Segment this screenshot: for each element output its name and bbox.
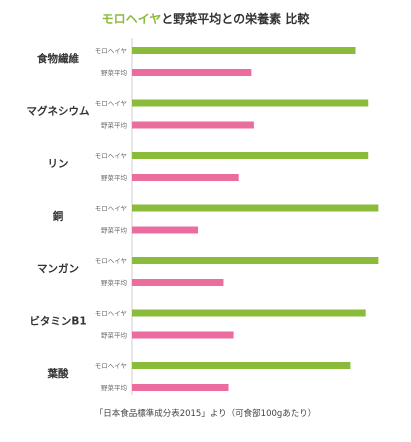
series-label: モロヘイヤ [95, 152, 127, 160]
bar [132, 152, 369, 159]
chart-title: モロヘイヤと野菜平均との栄養素 比較 [0, 10, 411, 27]
category-label: ビタミンB1 [29, 315, 86, 328]
category-label: マグネシウム [27, 105, 90, 118]
bar [132, 384, 229, 391]
category-label: 食物繊維 [36, 52, 79, 65]
bar [132, 226, 199, 234]
series-label: モロヘイヤ [95, 205, 127, 213]
series-label: モロヘイヤ [95, 47, 127, 55]
bar [132, 309, 366, 317]
bar [132, 362, 351, 369]
bar [132, 279, 224, 286]
series-label: モロヘイヤ [95, 362, 127, 370]
chart-title-rest: と野菜平均との栄養素 比較 [161, 12, 310, 26]
source-note: 「日本食品標準成分表2015」より（可食部100gあたり） [94, 409, 317, 419]
bar [132, 174, 239, 181]
series-label: モロヘイヤ [95, 100, 127, 108]
bar [132, 99, 369, 107]
series-label: 野菜平均 [101, 68, 128, 77]
category-label: 銅 [53, 210, 64, 223]
bar [132, 257, 379, 264]
category-label: 葉酸 [47, 367, 69, 380]
series-label: 野菜平均 [101, 173, 128, 182]
category-label: リン [48, 158, 69, 170]
bar [132, 69, 252, 76]
series-label: 野菜平均 [101, 383, 128, 392]
bar [132, 331, 234, 339]
bar [132, 204, 379, 212]
series-label: 野菜平均 [101, 226, 128, 235]
bar [132, 47, 356, 54]
category-label: マンガン [37, 262, 79, 275]
chart-title-highlight: モロヘイヤ [101, 12, 162, 26]
series-label: 野菜平均 [101, 121, 128, 130]
series-label: 野菜平均 [101, 278, 128, 287]
series-label: モロヘイヤ [95, 257, 127, 265]
series-label: 野菜平均 [101, 331, 128, 340]
series-label: モロヘイヤ [95, 310, 127, 318]
bar [132, 121, 254, 129]
